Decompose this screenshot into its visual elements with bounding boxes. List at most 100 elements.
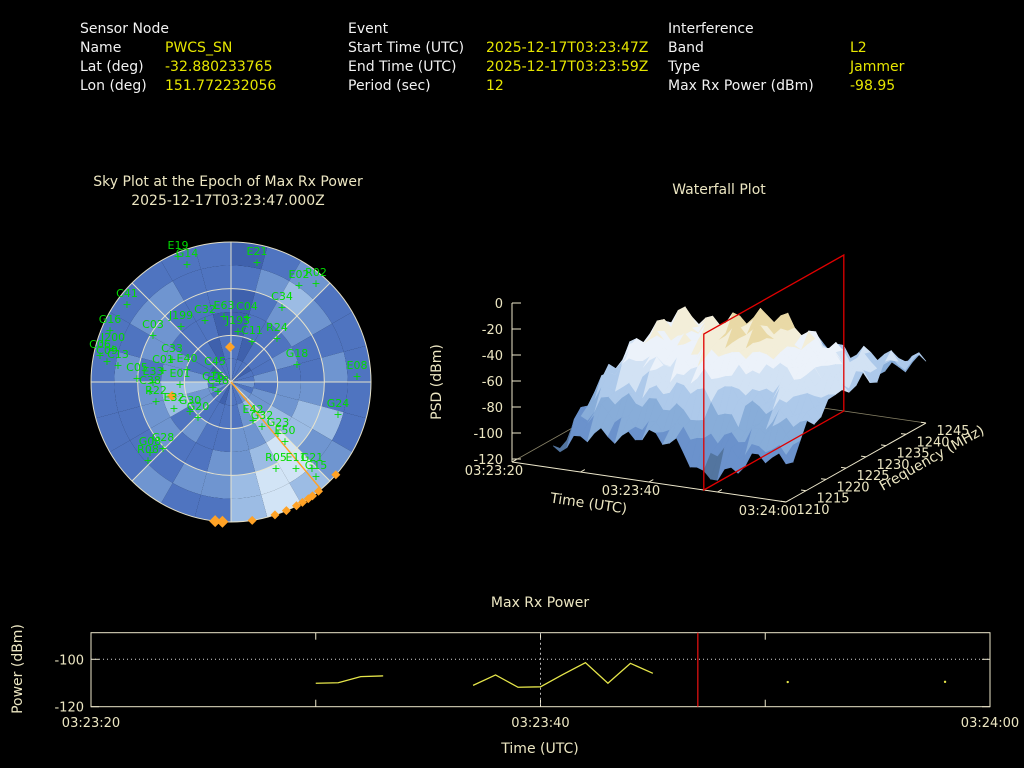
satellite-label: G23 <box>267 416 290 429</box>
sky-heatmap-cell <box>210 382 231 399</box>
sky-heatmap-cell <box>118 323 151 358</box>
sky-heatmap-cell <box>207 402 225 428</box>
sky-heatmap-cell <box>231 382 238 406</box>
sky-heatmap-cell <box>277 280 314 317</box>
waterfall-title: Waterfall Plot <box>672 182 766 198</box>
frequency-tick-label: 1215 <box>816 492 849 507</box>
sky-heatmap-cell <box>109 283 149 324</box>
z-tick-label: 0 <box>495 297 503 312</box>
sky-heatmap-cell <box>231 335 244 360</box>
sky-heatmap-cell <box>194 242 231 270</box>
sky-heatmap-cell <box>311 406 344 441</box>
sky-heatmap-cell <box>231 382 254 394</box>
satellite-marker: + <box>158 442 167 455</box>
interference-maxrx-label: Max Rx Power (dBm) <box>668 78 814 94</box>
sky-heatmap-cell <box>266 301 297 333</box>
sky-heatmap-cell <box>249 291 278 322</box>
satellite-marker: + <box>219 310 228 323</box>
satellite-marker: + <box>169 402 178 415</box>
sky-heatmap-cell <box>231 312 250 337</box>
satellite-label: E42 <box>243 403 264 416</box>
sky-heatmap-cell <box>161 483 201 518</box>
jammer-track-marker <box>303 494 313 504</box>
time-tick <box>785 499 791 503</box>
frequency-tick <box>820 478 827 480</box>
sky-heatmap-cell <box>129 299 166 336</box>
sky-heatmap-cell <box>321 382 348 413</box>
frequency-tick-label: 1225 <box>856 469 889 484</box>
jammer-detection-marker <box>167 391 177 401</box>
sky-heatmap-cell <box>185 358 211 376</box>
sky-heatmap-cell <box>231 265 262 292</box>
waterfall-plot: Waterfall Plot 0 -20 -40 -60 -80 -100 -120 PSD (… <box>429 182 987 519</box>
sky-heatmap-cell <box>196 314 219 342</box>
satellite-marker: + <box>257 420 266 433</box>
sky-heatmap-cell <box>114 382 141 413</box>
satellite-marker: + <box>182 363 191 376</box>
interference-band-value: L2 <box>850 40 867 56</box>
satellite-label: G30 <box>179 394 202 407</box>
sky-heatmap-cell <box>231 375 255 382</box>
sky-heatmap-cell <box>140 400 171 429</box>
waterfall-surface <box>552 306 927 481</box>
satellite-label: G08 <box>139 435 162 448</box>
x-tick-label: 03:23:40 <box>511 716 569 731</box>
x-tick-label: 03:24:00 <box>961 716 1019 731</box>
sky-heatmap-cell <box>206 288 231 315</box>
sky-heatmap-cell <box>163 394 191 417</box>
sky-heatmap-cell <box>207 336 225 362</box>
satellite-label: C41 <box>116 287 138 300</box>
satellite-marker: + <box>95 349 104 362</box>
sky-heatmap-cell <box>231 358 238 382</box>
frequency-tick-label: 1240 <box>916 435 949 450</box>
sky-heatmap-cell <box>207 382 231 389</box>
time-tick <box>648 479 654 483</box>
sky-heatmap-cell <box>200 472 231 499</box>
sky-heatmap-cell <box>291 335 322 364</box>
time-tick-label: 03:23:40 <box>602 484 660 499</box>
frequency-tick-label: 1245 <box>936 424 969 439</box>
z-axis-label: PSD (dBm) <box>429 344 445 420</box>
sky-heatmap-cell <box>237 402 255 428</box>
sky-heatmap-cell <box>266 431 297 463</box>
satellite-marker: + <box>248 414 257 427</box>
satellite-marker: + <box>158 364 167 377</box>
sky-heatmap-cell <box>251 388 277 406</box>
sky-heatmap-cell <box>170 405 199 432</box>
frequency-tick <box>920 421 927 424</box>
sensor-name-value: PWCS_SN <box>165 40 233 56</box>
satellite-label: E21 <box>247 245 268 258</box>
sky-heatmap-cell <box>148 447 185 484</box>
sky-heatmap-cell <box>218 335 231 360</box>
sky-heatmap-cell <box>118 406 151 441</box>
satellite-label: C13 <box>107 348 129 361</box>
sky-heatmap-cell <box>242 341 264 366</box>
jammer-track-marker <box>216 515 229 528</box>
satellite-marker: + <box>307 462 316 475</box>
satellite-label: C48 <box>207 374 229 387</box>
sky-heatmap-cell <box>181 321 208 350</box>
satellite-label: E02 <box>289 268 310 281</box>
power-series-point <box>943 680 947 684</box>
sky-heatmap-cell <box>224 382 231 406</box>
jammer-detection-marker <box>225 342 235 352</box>
frequency-tick <box>840 466 847 469</box>
power-series-segment <box>472 661 654 688</box>
event-start-value: 2025-12-17T03:23:47Z <box>486 40 649 56</box>
satellite-marker: + <box>175 378 184 391</box>
jammer-track-marker <box>247 515 257 525</box>
sensor-node-title: Sensor Node <box>80 21 169 37</box>
sky-heatmap-cell <box>242 398 264 423</box>
sky-heatmap-cell <box>280 316 312 347</box>
event-period-value: 12 <box>486 78 504 94</box>
sky-heatmap-cell <box>140 335 171 364</box>
sky-heatmap-cell <box>114 351 141 382</box>
frequency-tick <box>780 500 787 503</box>
satellite-marker: + <box>173 250 182 263</box>
sky-heatmap-cell <box>196 422 219 450</box>
sky-heatmap-cell <box>150 316 182 347</box>
sky-heatmap-cell <box>255 462 290 495</box>
z-tick-label: -20 <box>482 323 503 338</box>
power-series-segment <box>315 675 384 684</box>
